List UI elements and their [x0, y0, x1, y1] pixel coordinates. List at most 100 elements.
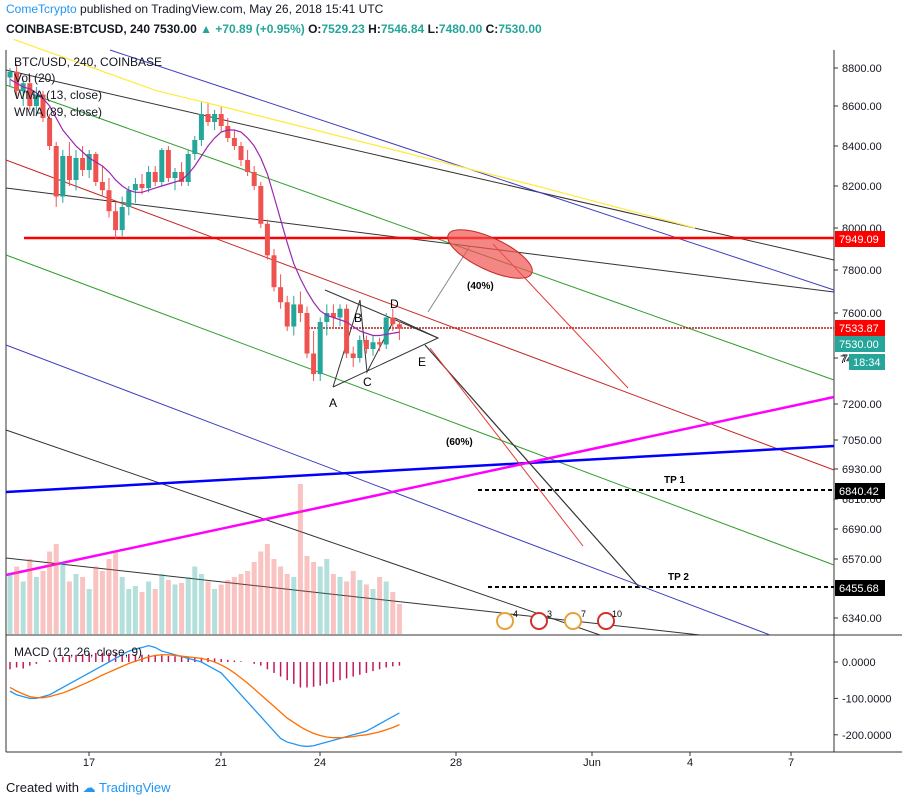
price-tick-label: 7200.00	[842, 399, 882, 411]
candle-body	[291, 304, 297, 327]
low-label: L:	[427, 22, 439, 36]
support-line-magenta	[5, 395, 835, 577]
volume-bar	[165, 580, 171, 634]
svg-text:7530.00: 7530.00	[839, 339, 879, 351]
volume-bar	[330, 574, 336, 634]
channel-line	[5, 254, 835, 566]
volume-bar	[99, 571, 105, 634]
volume-bar	[113, 551, 119, 634]
event-marker-flag-icon[interactable]: 7	[564, 609, 586, 630]
author-link[interactable]: ComeTcrypto	[6, 2, 77, 16]
volume-bar	[370, 589, 376, 634]
time-tick-label: 21	[215, 757, 227, 769]
legend-macd: MACD (12, 26, close, 9)	[14, 645, 142, 659]
volume-bar	[126, 589, 132, 634]
candle-body	[152, 172, 158, 182]
symbol-header: COINBASE:BTCUSD, 240 7530.00 ▲ +70.89 (+…	[6, 22, 542, 36]
symbol-name: COINBASE:BTCUSD, 240	[6, 22, 151, 36]
wave-label-c: C	[363, 375, 372, 389]
wave-label-b: B	[354, 311, 362, 325]
candle-countdown-tag: 18:34	[849, 354, 885, 370]
wave-pattern	[332, 299, 440, 388]
volume-bar	[251, 562, 257, 634]
macd-tick-label: 0.0000	[842, 657, 876, 669]
candle-body	[40, 94, 46, 118]
candle-body	[47, 118, 53, 146]
last-price-tag: 7530.00	[835, 336, 885, 352]
volume-bar	[27, 559, 33, 634]
candle-body	[377, 342, 383, 345]
volume-bar	[363, 584, 369, 634]
time-tick-label: 17	[83, 757, 95, 769]
volume-bar	[40, 571, 46, 634]
volume-bar	[218, 584, 224, 634]
svg-text:4: 4	[513, 609, 518, 619]
price-tick-label: 8800.00	[842, 63, 882, 75]
candle-body	[350, 353, 356, 358]
candle-body	[198, 114, 204, 140]
high-value: 7546.84	[380, 22, 425, 36]
volume-bar	[139, 592, 145, 634]
svg-text:7949.09: 7949.09	[839, 234, 879, 246]
volume-bar	[159, 574, 165, 634]
legend-symbol: BTC/USD, 240, COINBASE	[14, 55, 162, 69]
candle-body	[297, 304, 303, 313]
volume-bar	[271, 559, 277, 634]
volume-bar	[14, 566, 20, 634]
footer-created: Created with	[6, 780, 79, 795]
change-up-icon: ▲	[200, 22, 212, 36]
price-axis[interactable]: 8800.008600.008400.008200.008000.007800.…	[834, 63, 892, 742]
svg-text:3: 3	[547, 609, 552, 619]
macd-tick-label: -100.0000	[842, 693, 892, 705]
legend-vol: Vol (20)	[14, 71, 55, 85]
time-tick-label: Jun	[583, 757, 601, 769]
svg-text:6455.68: 6455.68	[839, 583, 879, 595]
macd-pane	[9, 644, 401, 748]
candle-body	[251, 172, 257, 186]
candle-body	[205, 114, 211, 122]
trend-line	[5, 429, 601, 636]
volume-bar	[344, 581, 350, 634]
candle-body	[225, 126, 231, 138]
candle-body	[396, 324, 402, 329]
time-tick-label: 28	[450, 757, 462, 769]
trend-line	[5, 187, 835, 293]
event-marker-flag-icon[interactable]: 4	[496, 609, 518, 630]
candle-body	[370, 342, 376, 349]
footer: Created with ☁ TradingView	[6, 780, 171, 796]
publish-header: ComeTcrypto published on TradingView.com…	[6, 2, 383, 16]
triangle-upper	[324, 289, 439, 339]
candle-body	[271, 255, 277, 288]
event-marker-flag-icon[interactable]: 3	[530, 609, 552, 630]
candle-body	[172, 172, 178, 178]
wma89-line	[13, 38, 696, 229]
tp2-price-tag: 6455.68	[835, 580, 885, 596]
price-tick-label: 8400.00	[842, 141, 882, 153]
event-marker-flag-icon[interactable]: 10	[597, 609, 622, 630]
candle-body	[53, 146, 59, 197]
volume-bar	[60, 562, 66, 634]
candle-body	[245, 160, 251, 172]
volume-bar	[93, 566, 99, 634]
svg-text:7: 7	[581, 609, 586, 619]
pct-up-label: (40%)	[467, 281, 494, 292]
low-value: 7480.00	[438, 22, 483, 36]
footer-brand-link[interactable]: TradingView	[99, 780, 171, 795]
price-tick-label: 6570.00	[842, 554, 882, 566]
volume-bar	[383, 581, 389, 634]
volume-bar	[146, 581, 152, 634]
candle-body	[27, 83, 33, 106]
candle-body	[192, 140, 198, 154]
volume-bar	[66, 581, 72, 634]
pct-down-label: (60%)	[446, 437, 473, 448]
price-tick-label: 8600.00	[842, 101, 882, 113]
volume-bar	[278, 566, 284, 634]
volume-bar	[53, 544, 59, 634]
candle-body	[357, 340, 363, 358]
candle-body	[390, 317, 396, 325]
candle-body	[212, 114, 218, 122]
volume-bar	[86, 589, 92, 634]
time-axis[interactable]: 17 21 24 28 Jun 4 7	[83, 752, 794, 769]
candle-body	[185, 154, 191, 182]
